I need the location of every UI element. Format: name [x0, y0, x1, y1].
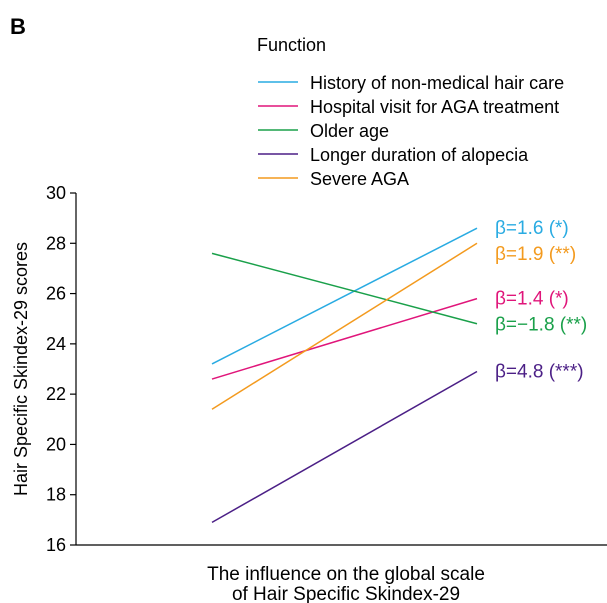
- y-tick-label: 30: [46, 183, 66, 203]
- y-tick-label: 20: [46, 434, 66, 454]
- y-tick-label: 22: [46, 384, 66, 404]
- legend-entry: Severe AGA: [310, 169, 409, 189]
- series-line: [211, 252, 478, 325]
- beta-annotation: β=1.6 (*): [495, 218, 569, 239]
- beta-annotation: β=−1.8 (**): [495, 315, 587, 336]
- beta-annotations: β=1.6 (*) β=1.9 (**) β=1.4 (*) β=−1.8 (**) β…: [495, 218, 587, 382]
- y-tick-label: 26: [46, 284, 66, 304]
- series-lines: [211, 227, 478, 524]
- x-axis-label-line-2: of Hair Specific Skindex-29: [232, 584, 460, 603]
- legend-entry: History of non-medical hair care: [310, 73, 564, 93]
- y-ticks: 16 18 20 22 24 26 28 30: [46, 183, 76, 555]
- y-tick-label: 24: [46, 334, 66, 354]
- series-line: [211, 370, 478, 524]
- y-tick-label: 18: [46, 485, 66, 505]
- panel-label: B: [10, 14, 26, 39]
- series-line: [211, 227, 478, 365]
- series-line: [211, 242, 478, 410]
- legend-title: Function: [257, 35, 326, 55]
- legend-entry: Hospital visit for AGA treatment: [310, 97, 559, 117]
- beta-annotation: β=1.4 (*): [495, 289, 569, 310]
- x-axis-label-line-1: The influence on the global scale: [207, 564, 485, 585]
- y-tick-label: 28: [46, 233, 66, 253]
- series-line: [211, 297, 478, 380]
- legend-entry: Older age: [310, 121, 389, 141]
- beta-annotation: β=4.8 (***): [495, 362, 584, 383]
- y-tick-label: 16: [46, 535, 66, 555]
- legend: History of non-medical hair care Hospital…: [258, 73, 564, 189]
- beta-annotation: β=1.9 (**): [495, 244, 576, 265]
- legend-entry: Longer duration of alopecia: [310, 145, 529, 165]
- y-axis-label: Hair Specific Skindex-29 scores: [11, 242, 31, 496]
